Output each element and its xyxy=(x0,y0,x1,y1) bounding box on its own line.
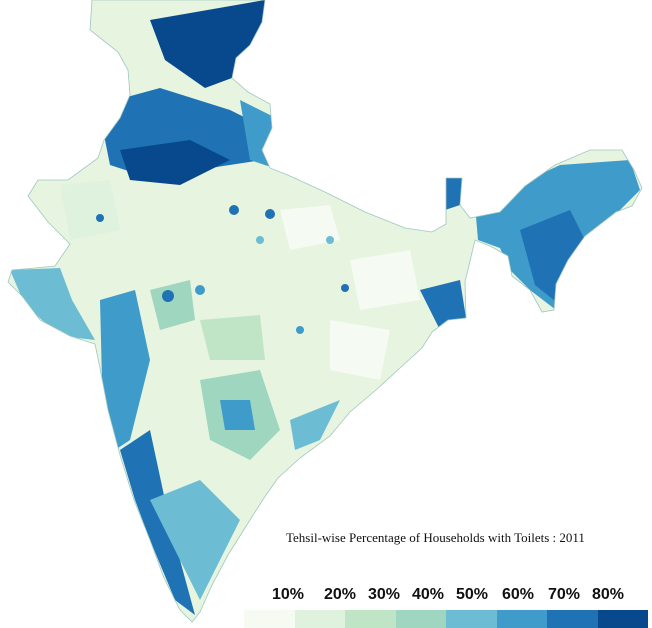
legend-swatch-1 xyxy=(244,610,295,628)
legend-color-bar xyxy=(244,610,648,628)
legend-label-40: 40% xyxy=(412,586,445,603)
legend-swatch-2 xyxy=(294,610,345,628)
legend-swatch-4 xyxy=(395,610,446,628)
map-title: Tehsil-wise Percentage of Households wit… xyxy=(286,530,585,545)
legend-swatch-6 xyxy=(496,610,547,628)
legend-label-20: 20% xyxy=(324,586,357,603)
legend-label-80: 80% xyxy=(592,586,625,603)
legend: 10% 20% 30% 40% 50% 60% 70% 80% xyxy=(244,586,648,628)
legend-label-30: 30% xyxy=(368,586,401,603)
legend-swatch-8 xyxy=(597,610,648,628)
legend-label-60: 60% xyxy=(502,586,535,603)
legend-swatch-3 xyxy=(345,610,396,628)
legend-label-10: 10% xyxy=(272,586,305,603)
legend-label-50: 50% xyxy=(456,586,489,603)
legend-label-70: 70% xyxy=(548,586,581,603)
legend-swatch-7 xyxy=(547,610,598,628)
legend-labels: 10% 20% 30% 40% 50% 60% 70% 80% xyxy=(244,586,648,608)
legend-swatch-5 xyxy=(446,610,497,628)
